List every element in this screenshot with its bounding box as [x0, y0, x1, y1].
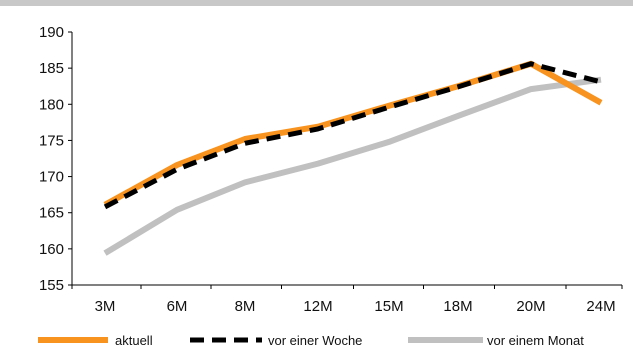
y-tick-label: 190 [39, 24, 64, 41]
x-tick-label: 24M [586, 298, 615, 315]
series-line-0 [103, 60, 603, 208]
series-line-1 [103, 61, 602, 210]
y-tick-label: 185 [39, 60, 64, 77]
series-line-2 [103, 76, 602, 256]
chart-axes [71, 32, 622, 286]
y-tick-label: 180 [39, 96, 64, 113]
series-lines [103, 60, 603, 256]
y-tick-label: 170 [39, 169, 64, 186]
y-tick-label: 155 [39, 277, 64, 294]
chart-legend: aktuell vor einer Woche vor einem Monat [38, 333, 584, 348]
legend-label-0: aktuell [115, 333, 153, 348]
y-tick-label: 165 [39, 205, 64, 222]
legend-label-2: vor einem Monat [487, 333, 584, 348]
x-tick-label: 12M [303, 298, 332, 315]
legend-label-1: vor einer Woche [268, 333, 362, 348]
x-axis-ticks: 3M 6M 8M 12M 15M 18M 20M 24M [71, 285, 623, 315]
y-tick-label: 160 [39, 241, 64, 258]
x-tick-label: 6M [167, 298, 188, 315]
x-tick-label: 3M [95, 298, 116, 315]
x-tick-label: 15M [374, 298, 403, 315]
y-axis-ticks: 155 160 165 170 175 180 185 190 [39, 24, 72, 294]
top-border-bar [0, 0, 633, 6]
x-tick-label: 18M [443, 298, 472, 315]
x-tick-label: 8M [235, 298, 256, 315]
x-tick-label: 20M [516, 298, 545, 315]
y-tick-label: 175 [39, 132, 64, 149]
